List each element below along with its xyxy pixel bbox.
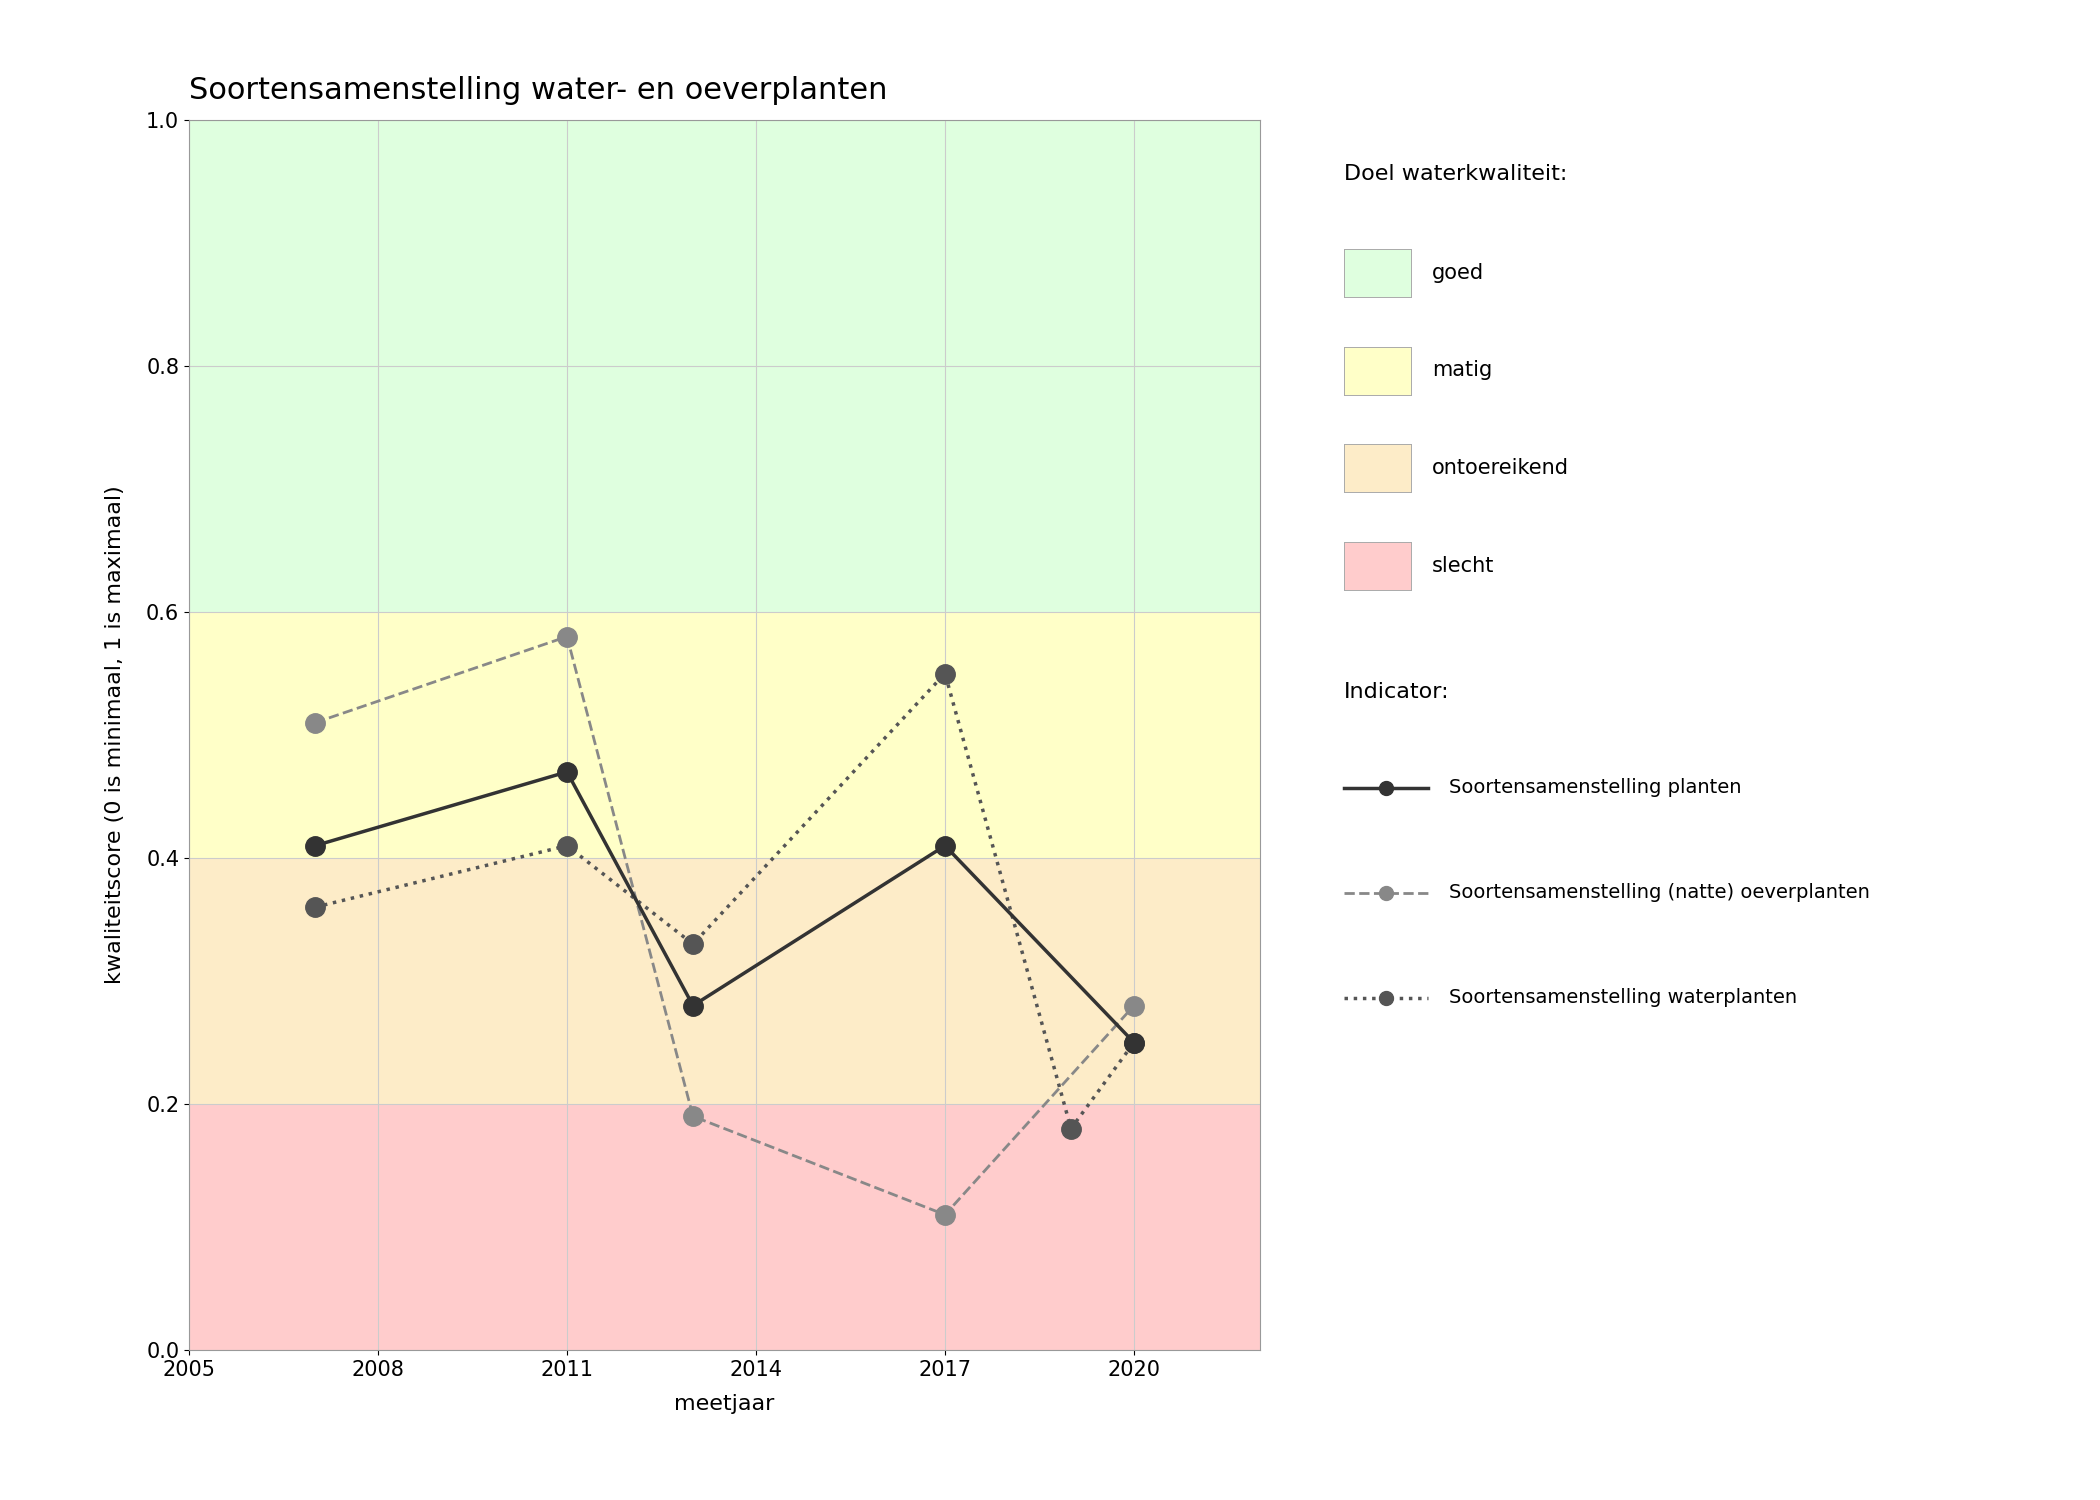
X-axis label: meetjaar: meetjaar xyxy=(674,1394,775,1413)
Text: Soortensamenstelling water- en oeverplanten: Soortensamenstelling water- en oeverplan… xyxy=(189,76,888,105)
Text: Soortensamenstelling (natte) oeverplanten: Soortensamenstelling (natte) oeverplante… xyxy=(1449,884,1869,902)
Text: Soortensamenstelling planten: Soortensamenstelling planten xyxy=(1449,778,1741,796)
Text: slecht: slecht xyxy=(1432,555,1495,576)
Bar xyxy=(189,120,1260,612)
Text: Doel waterkwaliteit:: Doel waterkwaliteit: xyxy=(1344,164,1567,184)
Text: Indicator:: Indicator: xyxy=(1344,681,1449,702)
Text: matig: matig xyxy=(1432,360,1493,381)
Bar xyxy=(189,612,1260,858)
Y-axis label: kwaliteitscore (0 is minimaal, 1 is maximaal): kwaliteitscore (0 is minimaal, 1 is maxi… xyxy=(105,486,126,984)
Text: goed: goed xyxy=(1432,262,1485,284)
Bar xyxy=(189,1104,1260,1350)
Text: ontoereikend: ontoereikend xyxy=(1432,458,1569,478)
Bar xyxy=(189,858,1260,1104)
Text: Soortensamenstelling waterplanten: Soortensamenstelling waterplanten xyxy=(1449,988,1798,1006)
